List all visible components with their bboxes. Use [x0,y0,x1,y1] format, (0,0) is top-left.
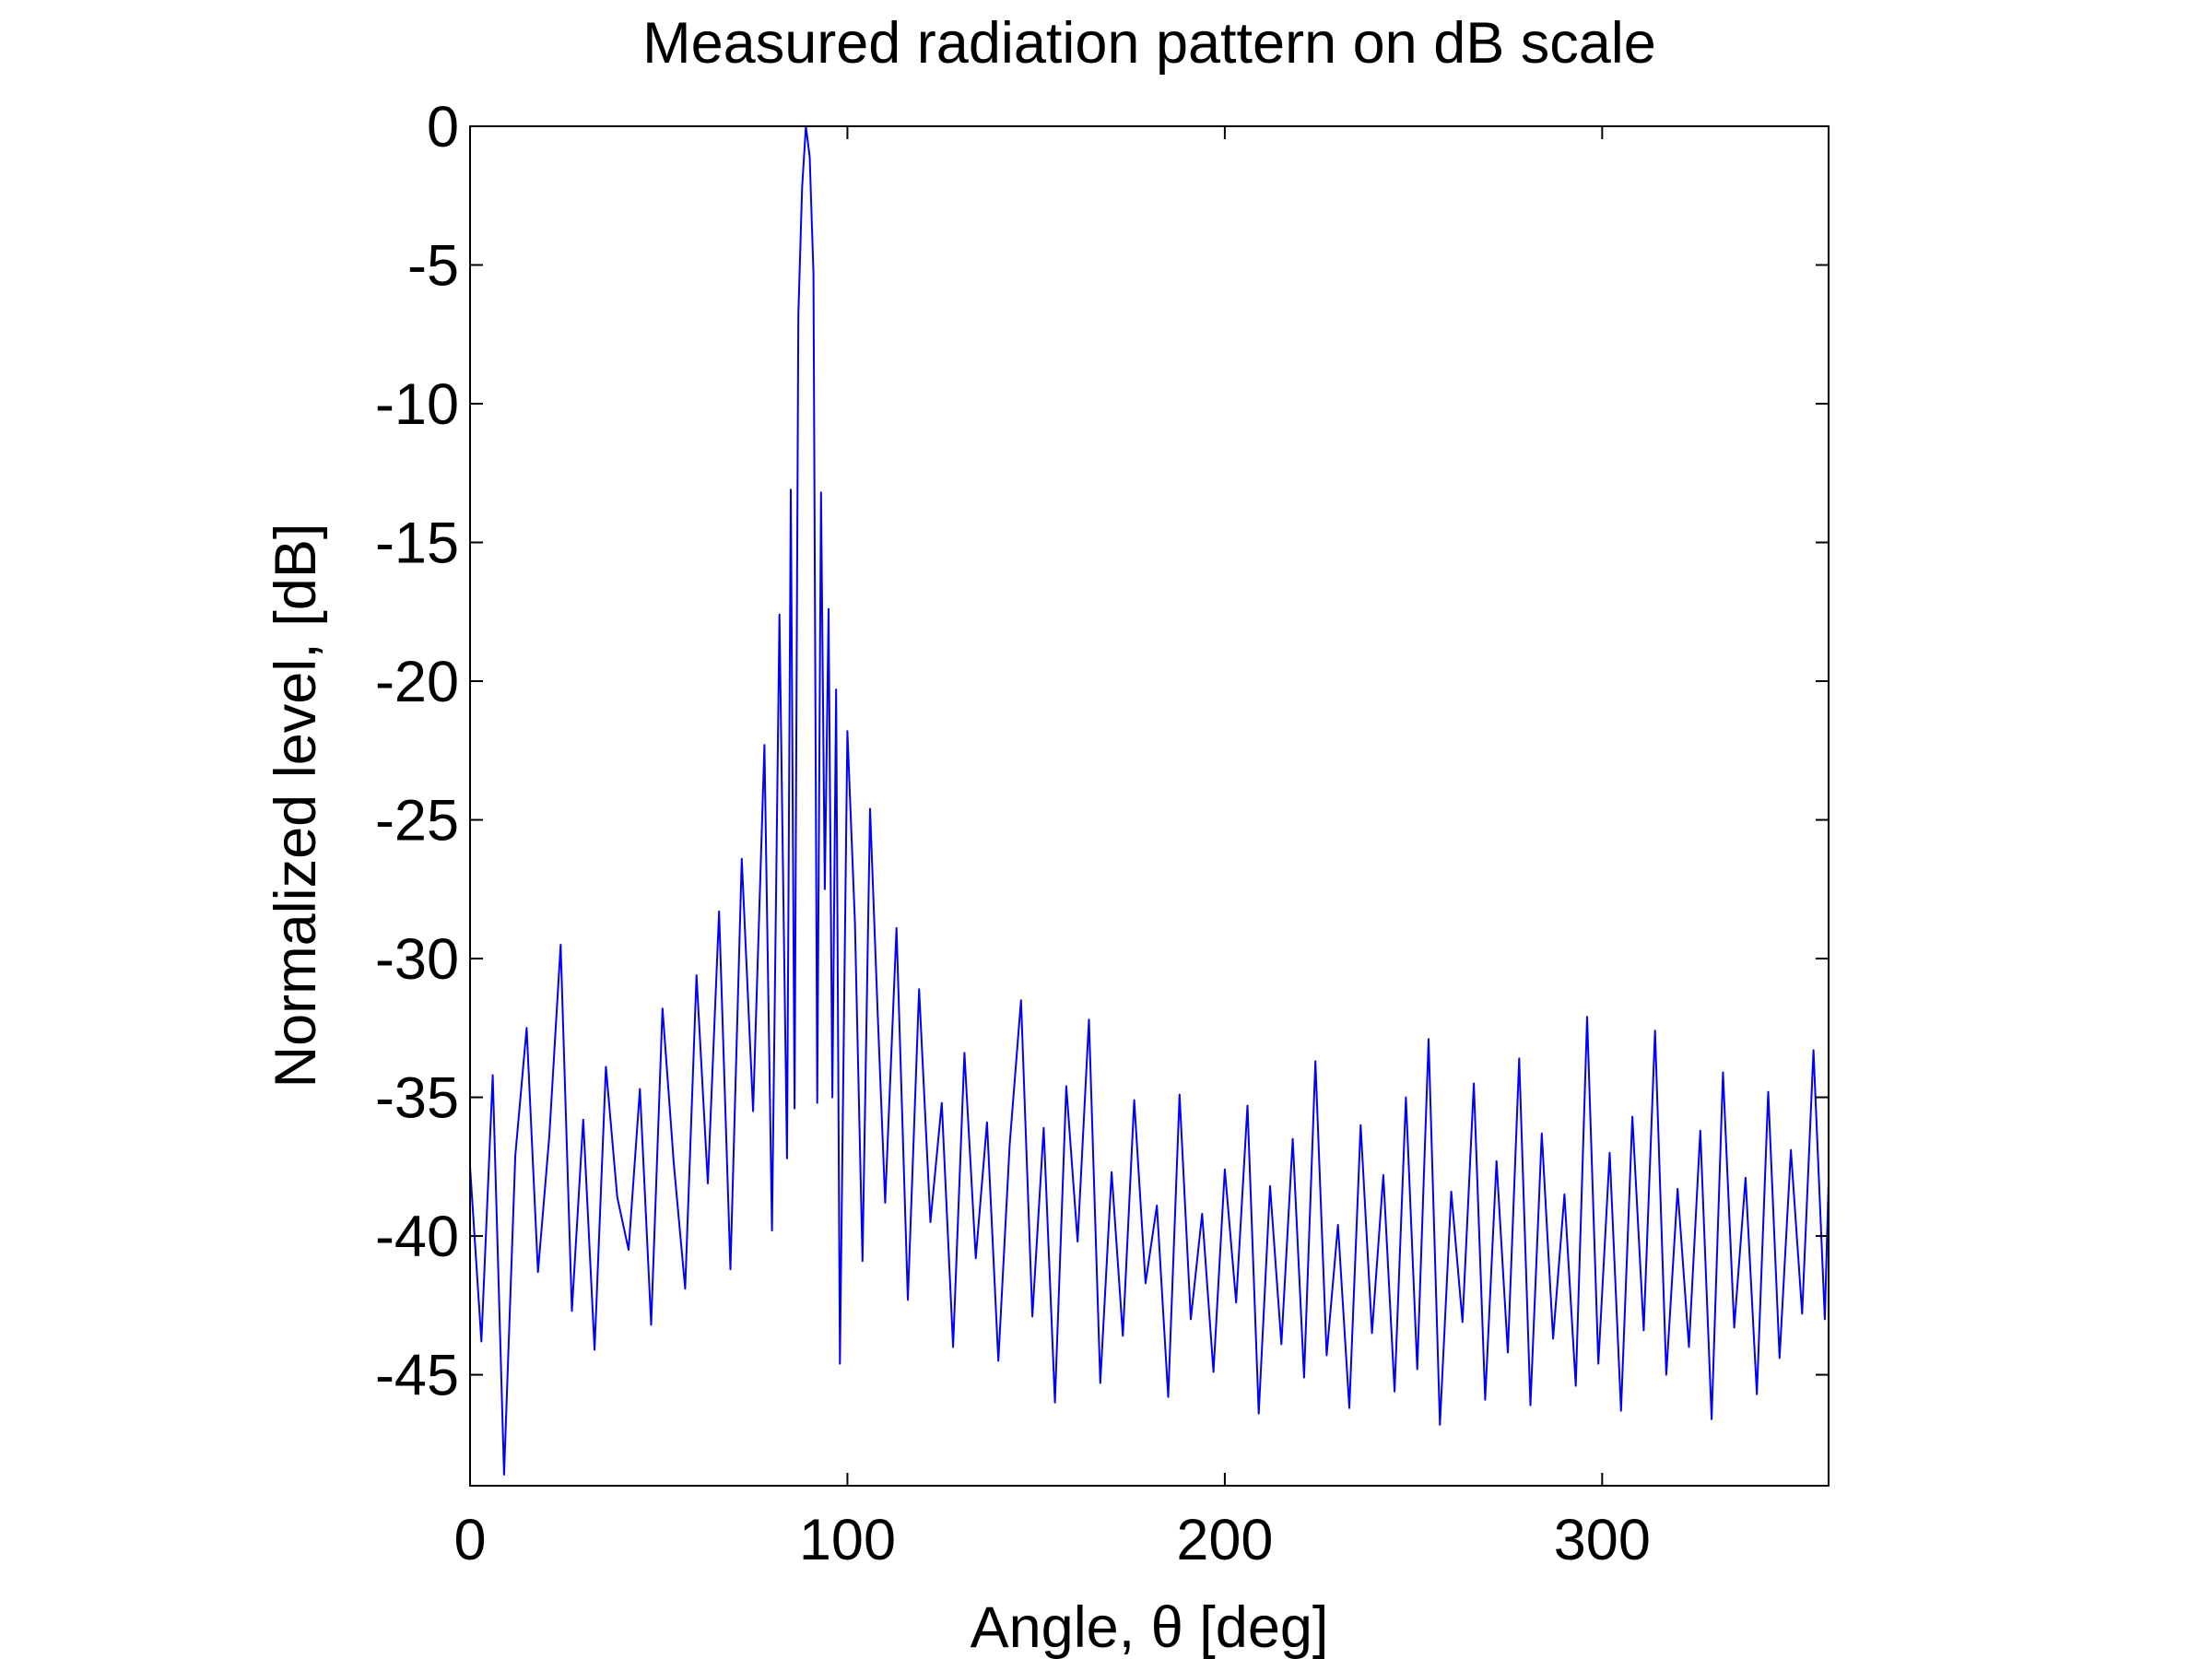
tick-layer: 0 100 200 300 0 -5 -10 -15 -20 -25 -30 -35 -40 -45 [375,95,1829,1572]
y-tick-label: -35 [375,1066,459,1131]
x-tick-label: 200 [1176,1508,1273,1572]
y-tick-label: -30 [375,927,459,992]
plot-frame [469,125,1830,1487]
y-tick-label: -5 [407,234,459,299]
y-tick-label: -20 [375,650,459,714]
y-tick-label: 0 [427,95,459,159]
y-tick-label: -40 [375,1205,459,1269]
y-axis-label: Normalized level, [dB] [264,524,328,1088]
y-tick-label: -15 [375,512,459,576]
y-tick-label: -10 [375,372,459,437]
y-tick-label: -45 [375,1344,459,1408]
x-tick-label: 100 [799,1508,896,1572]
plot-layer [469,125,1830,1476]
x-tick-label: 300 [1554,1508,1651,1572]
series-line-0 [469,125,1830,1476]
y-tick-label: -25 [375,789,459,853]
plot-background [470,126,1829,1486]
x-tick-label: 0 [453,1508,486,1572]
x-axis-label: Angle, θ [deg] [971,1595,1329,1659]
chart-title: Measured radiation pattern on dB scale [642,11,1656,76]
